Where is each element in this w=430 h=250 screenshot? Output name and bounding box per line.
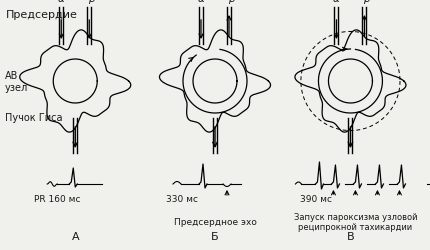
Text: β: β bbox=[88, 0, 95, 4]
Text: Запуск пароксизма узловой
реципрокной тахикардии: Запуск пароксизма узловой реципрокной та… bbox=[294, 212, 417, 232]
Text: PR 160 мс: PR 160 мс bbox=[34, 194, 80, 203]
Text: А: А bbox=[71, 231, 79, 241]
Text: Б: Б bbox=[211, 231, 219, 241]
Text: В: В bbox=[347, 231, 354, 241]
Text: α: α bbox=[333, 0, 340, 4]
Text: 330 мс: 330 мс bbox=[166, 194, 198, 203]
Text: 390 мс: 390 мс bbox=[301, 194, 332, 203]
Text: Предсердное эхо: Предсердное эхо bbox=[174, 217, 256, 226]
Text: α: α bbox=[58, 0, 64, 4]
Text: β: β bbox=[363, 0, 370, 4]
Text: β: β bbox=[228, 0, 234, 4]
Text: АВ
узел: АВ узел bbox=[5, 71, 28, 92]
Text: Пучок Гиса: Пучок Гиса bbox=[5, 112, 62, 122]
Text: α: α bbox=[197, 0, 204, 4]
Text: Предсердие: Предсердие bbox=[6, 10, 78, 20]
